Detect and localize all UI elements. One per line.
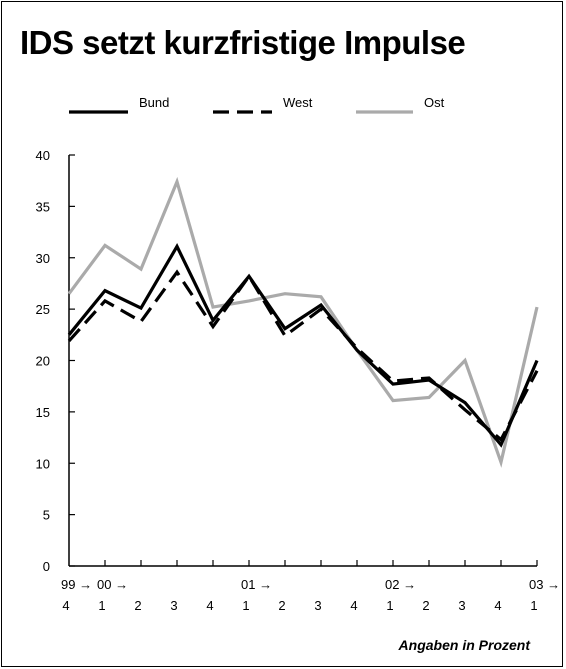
x-tick-label: 3 bbox=[314, 598, 321, 613]
y-tick-label: 30 bbox=[36, 251, 50, 266]
x-year-label: 03 → bbox=[529, 577, 560, 592]
y-tick-label: 20 bbox=[36, 354, 50, 369]
x-year-label: 01 → bbox=[241, 577, 272, 592]
x-tick-label: 4 bbox=[62, 598, 69, 613]
x-tick-label: 2 bbox=[134, 598, 141, 613]
y-tick-label: 10 bbox=[36, 456, 50, 471]
x-tick-label: 4 bbox=[206, 598, 213, 613]
series-line-west bbox=[67, 269, 539, 443]
legend-label-ost: Ost bbox=[424, 95, 445, 110]
x-year-label: 02 → bbox=[385, 577, 416, 592]
y-tick-label: 40 bbox=[36, 148, 50, 163]
y-tick-label: 5 bbox=[43, 508, 50, 523]
x-year-label: 99 → bbox=[61, 577, 92, 592]
x-tick-label: 1 bbox=[242, 598, 249, 613]
legend-label-bund: Bund bbox=[139, 95, 169, 110]
x-tick-label: 2 bbox=[422, 598, 429, 613]
chart-note: Angaben in Prozent bbox=[398, 637, 530, 653]
series-line-bund bbox=[67, 243, 539, 448]
x-tick-label: 3 bbox=[170, 598, 177, 613]
chart-title: IDS setzt kurzfristige Impulse bbox=[20, 24, 466, 61]
x-tick-label: 1 bbox=[98, 598, 105, 613]
legend-label-west: West bbox=[283, 95, 313, 110]
x-tick-label: 3 bbox=[458, 598, 465, 613]
x-tick-label: 1 bbox=[530, 598, 537, 613]
x-tick-label: 1 bbox=[386, 598, 393, 613]
y-tick-label: 0 bbox=[43, 559, 50, 574]
y-tick-label: 35 bbox=[36, 199, 50, 214]
x-tick-label: 2 bbox=[278, 598, 285, 613]
y-tick-label: 15 bbox=[36, 405, 50, 420]
y-tick-label: 25 bbox=[36, 302, 50, 317]
x-year-label: 00 → bbox=[97, 577, 128, 592]
x-tick-label: 4 bbox=[494, 598, 501, 613]
x-tick-label: 4 bbox=[350, 598, 357, 613]
series-line-ost bbox=[67, 176, 539, 468]
